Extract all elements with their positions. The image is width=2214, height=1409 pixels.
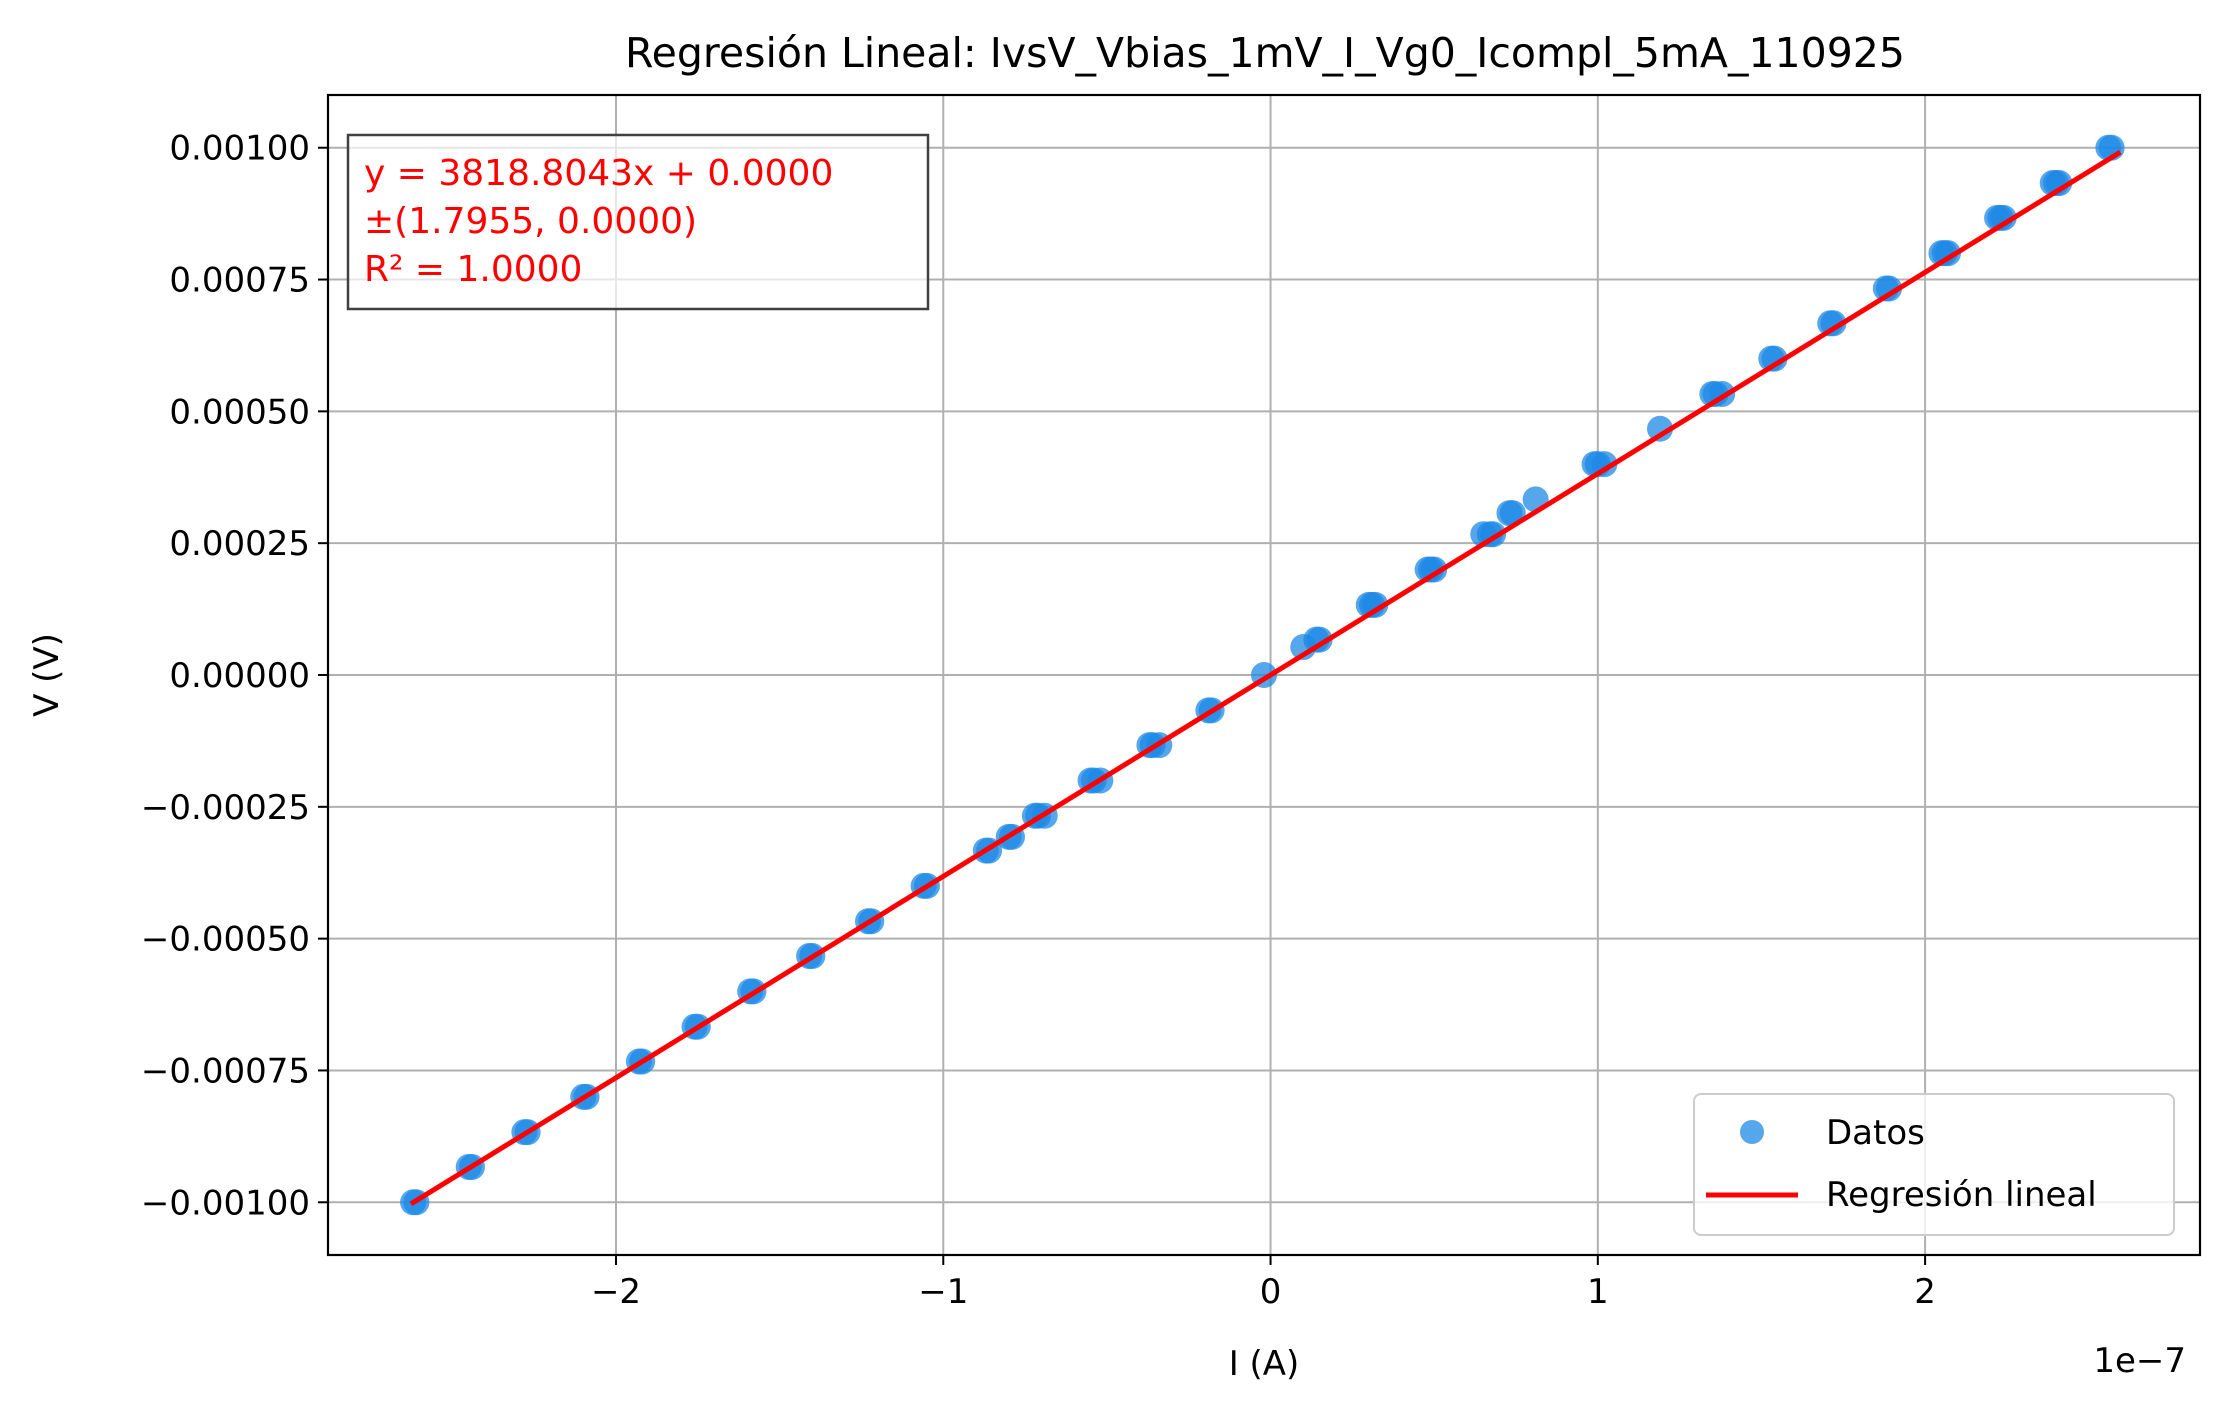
y-axis: −0.00100 −0.00075 −0.00050 −0.00025 0.00000 0… [141,129,328,1223]
y-tick-label: 0.00050 [169,392,310,432]
data-point [1990,204,2017,231]
legend: Datos Regresión lineal [1693,1093,2175,1236]
data-point [1362,591,1389,618]
legend-label-datos: Datos [1826,1113,1925,1153]
regression-series [409,150,2122,1206]
regression-line [409,150,2122,1206]
y-tick-label: −0.00025 [141,788,310,828]
y-tick-label: −0.00100 [141,1183,310,1223]
x-tick-label: −1 [918,1272,968,1312]
x-tick-label: −2 [591,1272,641,1312]
y-tick-label: 0.00075 [169,261,310,301]
x-axis-offset-label: 1e−7 [2093,1341,2186,1381]
annotation-uncertainty: ±(1.7955, 0.0000) [364,201,697,242]
y-tick-label: −0.00075 [141,1051,310,1091]
annotation-box [346,133,930,311]
x-axis: −2 −1 0 1 2 [591,1255,1936,1312]
y-tick-label: 0.00025 [169,524,310,564]
legend-marker-datos [1740,1120,1764,1144]
x-tick-label: 2 [1914,1272,1936,1312]
x-tick-label: 0 [1260,1272,1282,1312]
data-point [1761,345,1788,372]
regression-annotation: y = 3818.8043x + 0.0000 ±(1.7955, 0.0000… [346,133,930,311]
plot-frame [326,93,2202,1257]
x-axis-title: I (A) [1229,1344,1300,1384]
data-point [1591,451,1618,478]
data-point [1876,275,1903,302]
annotation-r-squared: R² = 1.0000 [364,249,582,290]
y-tick-label: 0.00000 [169,656,310,696]
legend-box [1693,1093,2175,1236]
y-tick-label: −0.00050 [141,920,310,960]
data-point [1647,415,1673,442]
annotation-equation: y = 3818.8043x + 0.0000 [364,153,833,194]
data-point [2046,170,2073,197]
legend-label-regresion: Regresión lineal [1826,1175,2097,1215]
y-tick-label: 0.00100 [169,129,310,169]
y-axis-title: V (V) [27,633,67,717]
x-tick-label: 1 [1587,1272,1609,1312]
chart-title: Regresión Lineal: IvsV_Vbias_1mV_I_Vg0_I… [625,29,1905,77]
